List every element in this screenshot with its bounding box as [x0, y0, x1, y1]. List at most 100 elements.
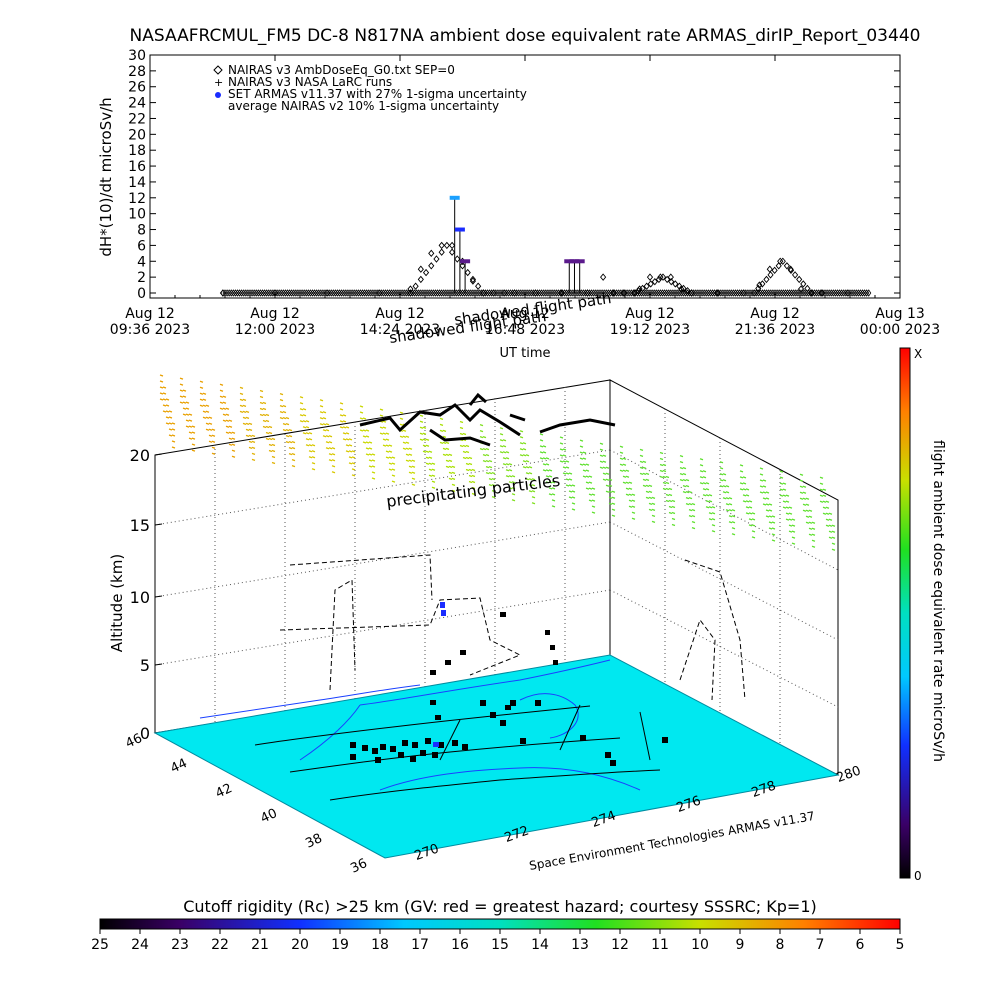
nairas-point: [557, 289, 563, 297]
precip-dash: [328, 453, 333, 456]
precip-dash: [508, 469, 513, 472]
precip-dash: [765, 491, 770, 494]
precip-dash: [285, 416, 290, 420]
nairas-point: [564, 289, 570, 297]
colorbar-tick-label: 17: [411, 937, 429, 953]
nairas-point: [522, 289, 528, 297]
precip-dash: [231, 431, 236, 434]
nairas-point: [330, 289, 336, 297]
nairas-point: [678, 289, 684, 297]
precip-dash: [759, 491, 764, 494]
precip-dash: [582, 469, 587, 472]
nairas-point: [391, 289, 397, 297]
precip-dash: [782, 494, 787, 497]
legend-diamond-icon: [213, 65, 223, 75]
precip-dash: [208, 434, 213, 437]
map-floor: [153, 654, 840, 859]
precip-dash: [228, 419, 233, 422]
nairas-point: [745, 289, 751, 297]
precip-dash: [168, 428, 173, 431]
precip-dash: [479, 435, 484, 439]
precip-dash: [408, 453, 413, 456]
precip-dash: [491, 495, 496, 499]
z-tick-mark: [154, 663, 163, 666]
nairas-point: [699, 289, 705, 297]
precip-dash: [739, 470, 744, 473]
precip-dash: [228, 437, 233, 440]
nairas-point: [432, 289, 438, 297]
colorbar-tick-label: 14: [531, 937, 549, 953]
precip-dash: [191, 443, 196, 446]
precip-dash: [339, 426, 344, 429]
precip-dash: [402, 435, 407, 438]
precip-dash: [308, 438, 313, 441]
nairas-point: [599, 289, 605, 297]
nairas-point: [435, 289, 440, 297]
legend-plus-icon: +: [214, 76, 223, 89]
precip-dash: [228, 425, 233, 428]
nairas-point: [270, 289, 276, 297]
nairas-point: [449, 289, 455, 297]
precip-dash: [628, 505, 633, 508]
precip-dash: [479, 429, 484, 433]
precip-dash: [182, 413, 187, 416]
precip-dash: [168, 434, 173, 437]
precip-dash: [445, 465, 450, 469]
precip-dash: [802, 509, 807, 512]
precip-dash: [822, 506, 827, 509]
z-tick-label: 15: [130, 516, 150, 535]
precip-dash: [271, 461, 276, 465]
precip-dash: [822, 512, 827, 515]
precip-dash: [765, 509, 770, 512]
precip-dash: [828, 518, 833, 521]
nairas-point: [495, 289, 501, 297]
precip-dash: [525, 478, 530, 481]
precip-dash: [419, 432, 424, 435]
z-tick-mark: [154, 453, 163, 456]
precip-dash: [522, 454, 527, 457]
precip-dash: [751, 518, 756, 521]
precip-dash: [522, 466, 527, 469]
nairas-point: [676, 289, 682, 297]
precip-dash: [279, 416, 284, 420]
nairas-point: [468, 289, 474, 297]
nairas-point: [553, 289, 559, 297]
precip-dash: [825, 524, 830, 527]
precip-dash: [808, 521, 813, 524]
nairas-point: [791, 289, 797, 297]
precip-dash: [205, 416, 210, 419]
precip-dash: [688, 508, 693, 512]
precip-dash: [599, 442, 604, 445]
precip-dash: [351, 462, 356, 465]
precipitating-particles-field: [159, 374, 836, 551]
nairas-point: [853, 289, 859, 297]
nairas-point: [299, 289, 305, 297]
precip-dash: [439, 429, 444, 433]
precip-dash: [731, 533, 736, 536]
precip-dash: [379, 414, 384, 417]
precip-dash: [468, 480, 473, 484]
precip-dash: [448, 471, 453, 475]
precip-dash: [291, 452, 296, 456]
precip-dash: [382, 420, 387, 423]
precip-dash: [691, 514, 696, 518]
x-tick-label-date: Aug 12: [500, 306, 550, 322]
precip-dash: [348, 444, 353, 447]
nairas-point: [480, 289, 487, 297]
precip-dash: [831, 548, 836, 551]
nairas-point: [576, 289, 582, 297]
nairas-point: [368, 289, 374, 297]
nairas-point: [626, 289, 632, 297]
nairas-point: [705, 289, 711, 297]
precip-dash: [788, 530, 793, 533]
nairas-point: [755, 284, 762, 293]
nairas-point: [530, 289, 536, 297]
precip-dash: [811, 533, 816, 536]
nairas-point: [403, 289, 409, 297]
precip-dash: [308, 432, 313, 435]
nairas-point: [762, 289, 768, 297]
precip-dash: [411, 483, 416, 486]
precip-dash: [745, 500, 750, 503]
precip-dash: [585, 463, 590, 466]
